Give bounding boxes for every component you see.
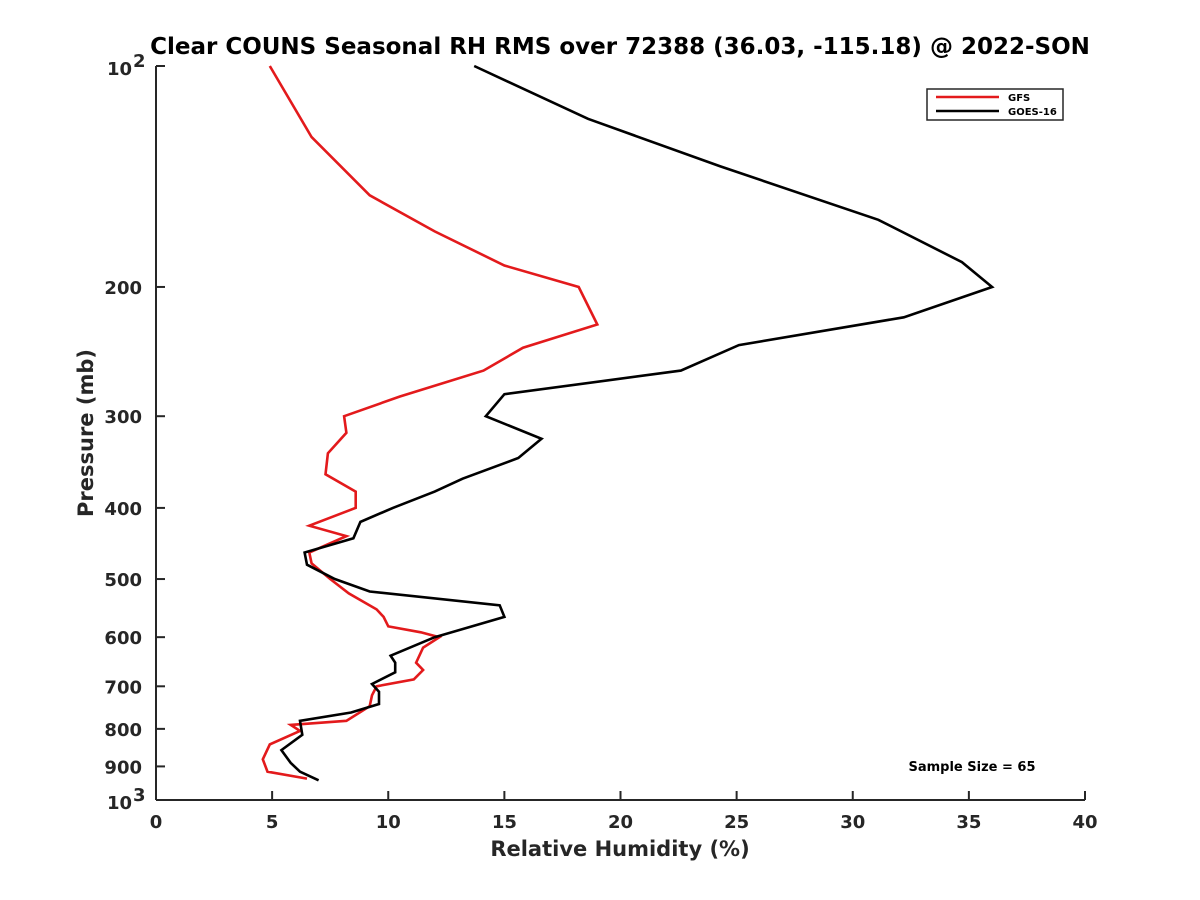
y-tick-label: 300 bbox=[104, 407, 142, 428]
x-tick-label: 10 bbox=[376, 812, 401, 833]
y-tick-label: 200 bbox=[104, 278, 142, 299]
x-tick-label: 35 bbox=[956, 812, 981, 833]
y-tick-label-exponent: 3 bbox=[133, 785, 146, 806]
y-tick-label: 500 bbox=[104, 570, 142, 591]
legend: GFS GOES-16 bbox=[926, 88, 1064, 121]
series-line-gfs bbox=[261, 65, 600, 780]
x-tick-label: 40 bbox=[1072, 812, 1097, 833]
x-tick-label: 30 bbox=[840, 812, 865, 833]
legend-label-gfs: GFS bbox=[1008, 93, 1030, 104]
sample-size-annotation: Sample Size = 65 bbox=[908, 760, 1035, 775]
legend-box bbox=[926, 88, 1064, 121]
chart-title: Clear COUNS Seasonal RH RMS over 72388 (… bbox=[150, 34, 1090, 60]
y-tick-label-exponent: 2 bbox=[133, 51, 146, 72]
plot-series bbox=[261, 64, 995, 782]
y-tick-label-base: 10 bbox=[107, 59, 132, 80]
y-tick-label: 400 bbox=[104, 499, 142, 520]
series-line-goes16 bbox=[279, 64, 995, 782]
x-axis-label: Relative Humidity (%) bbox=[490, 837, 749, 861]
y-tick-label: 700 bbox=[104, 677, 142, 698]
y-tick-label: 900 bbox=[104, 757, 142, 778]
x-tick-label: 25 bbox=[724, 812, 749, 833]
x-axis-ticks: 0 5 10 15 20 25 30 35 40 bbox=[150, 791, 1098, 833]
y-axis-label: Pressure (mb) bbox=[74, 349, 98, 517]
x-tick-label: 5 bbox=[266, 812, 279, 833]
y-tick-label: 800 bbox=[104, 720, 142, 741]
x-tick-label: 15 bbox=[492, 812, 517, 833]
legend-label-goes16: GOES-16 bbox=[1008, 107, 1057, 118]
y-tick-label-base: 10 bbox=[107, 793, 132, 814]
y-tick-label: 600 bbox=[104, 628, 142, 649]
x-tick-label: 0 bbox=[150, 812, 163, 833]
x-tick-label: 20 bbox=[608, 812, 633, 833]
